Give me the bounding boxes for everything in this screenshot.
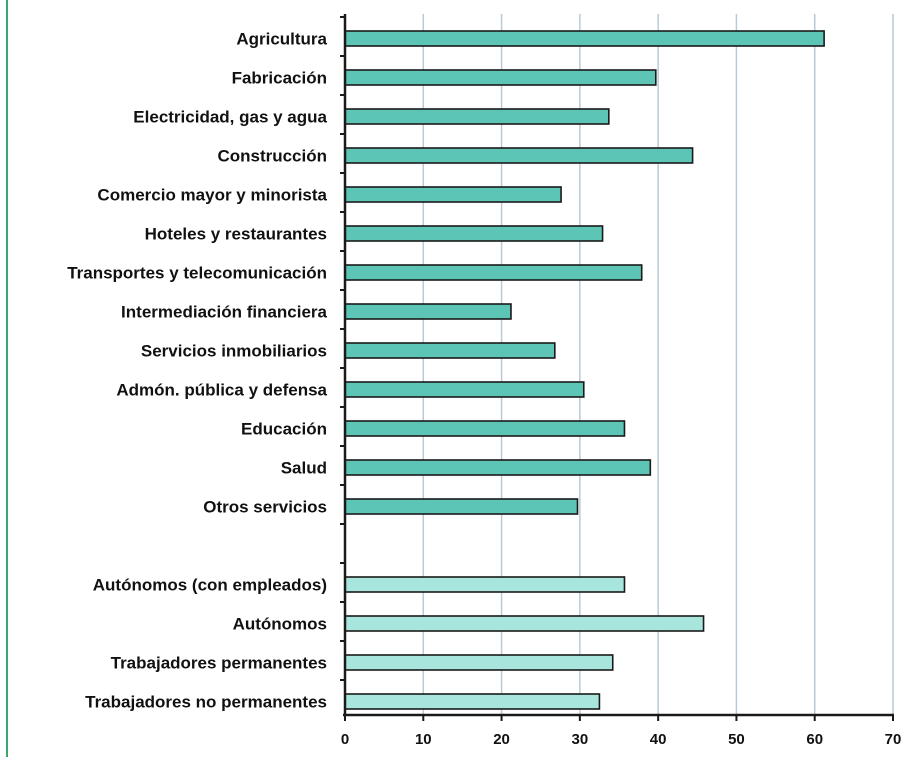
category-label: Electricidad, gas y agua <box>133 108 327 127</box>
category-label: Hoteles y restaurantes <box>145 225 327 244</box>
bar <box>344 30 825 47</box>
bar <box>344 654 614 671</box>
bar <box>344 459 652 476</box>
category-label: Servicios inmobiliarios <box>141 342 327 361</box>
category-label: Salud <box>281 459 327 478</box>
category-label: Trabajadores permanentes <box>111 654 327 673</box>
category-label: Admón. pública y defensa <box>116 381 327 400</box>
category-label: Construcción <box>217 147 327 166</box>
x-tick-label: 0 <box>341 731 349 748</box>
category-label: Agricultura <box>236 30 327 49</box>
bar <box>344 147 694 164</box>
bar <box>344 576 626 593</box>
category-label: Intermediación financiera <box>121 303 327 322</box>
bars <box>344 30 825 710</box>
left-border-line <box>6 0 8 757</box>
bar <box>344 69 657 86</box>
x-tick-label: 10 <box>415 731 432 748</box>
category-label: Comercio mayor y minorista <box>97 186 327 205</box>
x-tick-label: 50 <box>728 731 745 748</box>
x-tick-label: 40 <box>650 731 667 748</box>
bar <box>344 225 604 242</box>
category-label: Transportes y telecomunicación <box>67 264 327 283</box>
gridlines <box>422 14 894 715</box>
bar <box>344 342 556 359</box>
category-label: Autónomos <box>233 615 327 634</box>
category-labels: Agricultura Fabricación Electricidad, gas … <box>67 30 327 712</box>
x-tick-label: 70 <box>885 731 902 748</box>
bar <box>344 186 562 203</box>
category-label: Otros servicios <box>203 498 327 517</box>
axes <box>340 14 894 721</box>
x-tick-label: 30 <box>572 731 589 748</box>
bar <box>344 420 626 437</box>
x-tick-label: 60 <box>806 731 823 748</box>
x-tick-labels: 0 10 20 30 40 50 60 70 <box>341 731 902 748</box>
bar <box>344 381 585 398</box>
bar <box>344 615 705 632</box>
category-label: Trabajadores no permanentes <box>85 693 327 712</box>
bar <box>344 264 643 281</box>
category-label: Autónomos (con empleados) <box>93 576 327 595</box>
bar <box>344 303 512 320</box>
category-label: Fabricación <box>232 69 327 88</box>
bar <box>344 108 610 125</box>
bar <box>344 498 579 515</box>
x-tick-label: 20 <box>493 731 510 748</box>
category-label: Educación <box>241 420 327 439</box>
bar <box>344 693 601 710</box>
